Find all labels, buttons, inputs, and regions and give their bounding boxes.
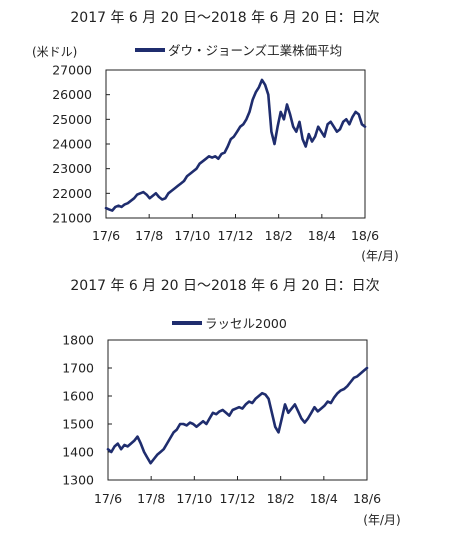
chart1-y-axis: 27000 26000 25000 24000 23000 22000 21000 (52, 63, 110, 226)
x-tick-label: 17/6 (94, 491, 122, 506)
chart1-plot-frame (105, 69, 366, 219)
x-tick-label: 18/6 (351, 228, 379, 243)
x-tick-label: 17/12 (217, 228, 253, 243)
y-tick-label: 1300 (62, 473, 94, 488)
x-tick-label: 17/8 (135, 228, 163, 243)
series-line-0 (104, 78, 367, 212)
x-tick-label: 17/12 (219, 491, 255, 506)
x-tick-label: 18/4 (310, 491, 338, 506)
chart2-y-axis: 1800 1700 1600 1500 1400 1300 (62, 333, 112, 488)
y-tick-label: 1400 (62, 445, 94, 460)
chart1-series-group (104, 78, 367, 212)
y-tick-label: 1800 (62, 333, 94, 348)
y-tick-label: 27000 (52, 63, 92, 78)
chart2-x-unit-label: (年/月) (363, 513, 400, 527)
x-tick-label: 17/8 (137, 491, 165, 506)
chart1-x-unit-label: (年/月) (361, 249, 398, 263)
y-tick-label: 21000 (52, 211, 92, 226)
chart2-series-group (106, 366, 369, 465)
chart2-legend: ラッセル2000 (172, 316, 287, 331)
y-tick-label: 1600 (62, 389, 94, 404)
y-tick-label: 26000 (52, 87, 92, 102)
chart1-x-axis: 17/6 17/8 17/10 17/12 18/2 18/4 18/6 (92, 214, 379, 243)
x-tick-label: 18/6 (353, 491, 381, 506)
chart1-legend: ダウ・ジョーンズ工業株価平均 (135, 43, 342, 58)
chart2-legend-label: ラッセル2000 (205, 316, 287, 331)
x-tick-label: 17/10 (174, 228, 210, 243)
chart1-legend-label: ダウ・ジョーンズ工業株価平均 (168, 43, 342, 58)
y-tick-label: 1700 (62, 361, 94, 376)
x-tick-label: 17/10 (176, 491, 212, 506)
x-tick-label: 18/2 (265, 228, 293, 243)
chart2-x-axis: 17/6 17/8 17/10 17/12 18/2 18/4 18/6 (94, 476, 381, 506)
y-tick-label: 1500 (62, 417, 94, 432)
y-tick-label: 25000 (52, 112, 92, 127)
series-line-0 (106, 366, 369, 465)
x-tick-label: 18/2 (267, 491, 295, 506)
y-tick-label: 24000 (52, 137, 92, 152)
chart1-title: 2017 年 6 月 20 日〜2018 年 6 月 20 日：日次 (70, 10, 379, 26)
chart1-y-unit-label: (米ドル) (32, 45, 77, 59)
y-tick-label: 23000 (52, 161, 92, 176)
x-tick-label: 17/6 (92, 228, 120, 243)
x-tick-label: 18/4 (308, 228, 336, 243)
y-tick-label: 22000 (52, 186, 92, 201)
chart2-title: 2017 年 6 月 20 日〜2018 年 6 月 20 日：日次 (70, 278, 379, 294)
